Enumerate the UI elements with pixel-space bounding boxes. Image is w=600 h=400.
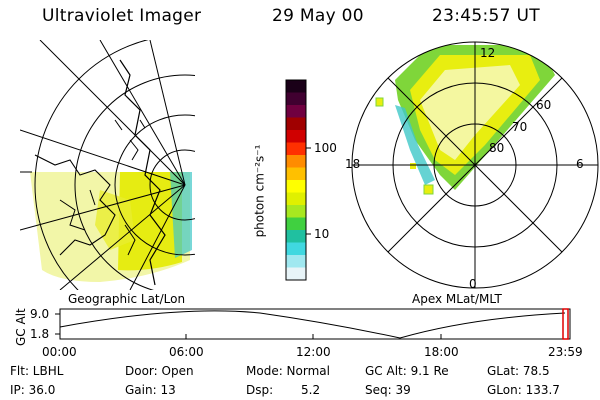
geographic-panel-label: Geographic Lat/Lon (68, 292, 186, 306)
colorbar-stripe (286, 155, 306, 168)
image-date: 29 May 00 (272, 6, 364, 26)
apex-panel-label: Apex MLat/MLT (412, 292, 502, 306)
ip-info: IP: 36.0 (10, 383, 56, 397)
colorbar-stripe (286, 230, 306, 243)
colorbar-stripe (286, 117, 306, 131)
sequence-info: Seq: 39 (365, 383, 411, 397)
timeline-xtick-1200: 12:00 (296, 345, 331, 359)
filter-info: Flt: LBHL (10, 364, 64, 378)
colorbar-stripe (286, 142, 306, 156)
mlat-label-60: 60 (536, 98, 552, 112)
gain-info: Gain: 13 (125, 383, 176, 397)
colorbar-tick-10: 10 (314, 227, 330, 241)
colorbar-stripe (286, 205, 306, 218)
gc-altitude-info: GC Alt: 9.1 Re (365, 364, 449, 378)
colorbar-stripe (286, 255, 306, 268)
mlat-label-80: 80 (489, 141, 505, 155)
coastline (119, 59, 166, 286)
mlt-label-6: 6 (576, 157, 584, 171)
colorbar-stripe (286, 242, 306, 256)
geo-longitude-info: GLon: 133.7 (487, 383, 560, 397)
colorbar-stripe (286, 80, 306, 93)
timeline-axis-label: GC Alt (14, 308, 28, 346)
timeline-xtick-0000: 00:00 (42, 345, 77, 359)
mlt-label-18: 18 (345, 157, 361, 171)
colorbar-stripe (286, 92, 306, 106)
image-time: 23:45:57 UT (432, 6, 540, 26)
timeline-xtick-0600: 06:00 (169, 345, 204, 359)
colorbar-stripe (286, 217, 306, 231)
geo-latitude-info: GLat: 78.5 (487, 364, 550, 378)
mlt-label-12: 12 (480, 46, 496, 60)
app-title: Ultraviolet Imager (42, 6, 202, 26)
dsp-value: 5.2 (301, 383, 321, 397)
colorbar-stripe (286, 180, 306, 193)
aurora-bright-region (118, 172, 182, 271)
mode-info: Mode: Normal (246, 364, 330, 378)
colorbar-stripe (286, 192, 306, 206)
dsp-label: Dsp: (246, 383, 274, 397)
timeline-ytick-1-8: 1.8 (30, 327, 50, 341)
colorbar-stripe (286, 167, 306, 181)
altitude-curve (59, 310, 566, 339)
mlat-label-70: 70 (512, 120, 528, 134)
colorbar-stripe (286, 105, 306, 118)
colorbar-stripe (286, 130, 306, 143)
colorbar-stripe (286, 267, 306, 281)
timeline-xtick-1800: 18:00 (424, 345, 459, 359)
door-info: Door: Open (125, 364, 194, 378)
timeline-xtick-2359: 23:59 (548, 345, 583, 359)
mlt-label-0: 0 (469, 277, 477, 291)
colorbar-tick-100: 100 (314, 141, 337, 155)
current-time-marker[interactable] (562, 308, 569, 340)
timeline-ytick-9: 9.0 (30, 307, 50, 321)
